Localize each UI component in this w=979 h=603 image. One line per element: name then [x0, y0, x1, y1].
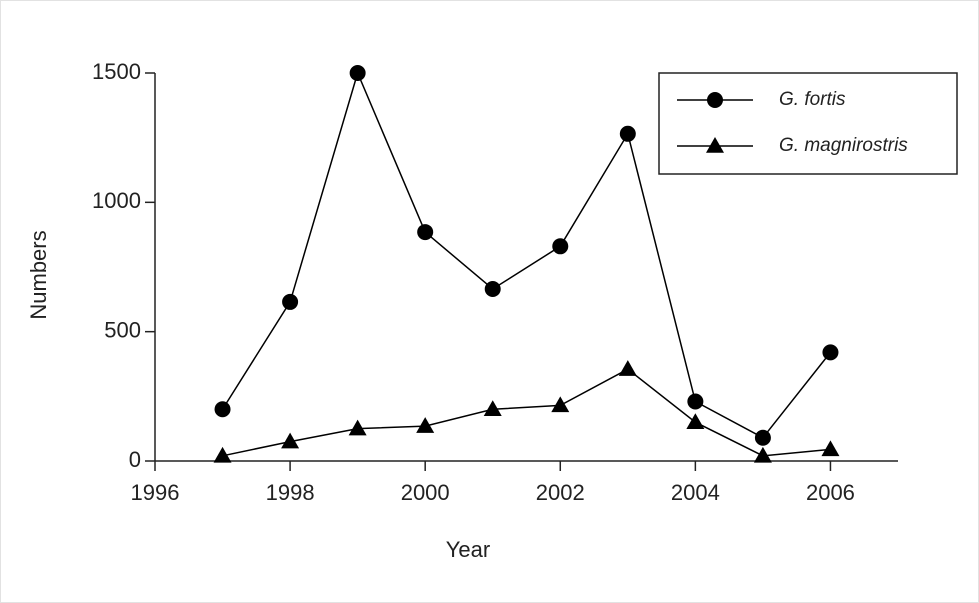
- marker-circle: [484, 280, 501, 297]
- marker-triangle: [753, 446, 772, 463]
- series-line: [221, 70, 832, 439]
- x-tick-label: 1998: [266, 480, 315, 505]
- marker-circle: [552, 238, 569, 255]
- y-tick-label: 0: [129, 447, 141, 472]
- x-tick-label: 2002: [536, 480, 585, 505]
- y-tick-label: 500: [104, 317, 141, 342]
- marker-triangle: [551, 396, 570, 413]
- x-tick-label: 1996: [131, 480, 180, 505]
- marker-triangle: [281, 432, 300, 449]
- marker-circle: [417, 224, 434, 241]
- marker-circle: [707, 92, 723, 108]
- marker-circle: [214, 401, 231, 418]
- marker-circle: [754, 429, 771, 446]
- x-tick-label: 2004: [671, 480, 720, 505]
- marker-circle: [822, 344, 839, 361]
- marker-circle: [282, 293, 299, 310]
- x-axis-label: Year: [446, 537, 490, 562]
- marker-triangle: [618, 360, 637, 376]
- marker-triangle: [483, 400, 502, 417]
- marker-triangle: [213, 446, 232, 463]
- y-tick-label: 1500: [92, 59, 141, 84]
- series-line: [222, 368, 831, 457]
- marker-circle: [687, 393, 704, 410]
- marker-triangle: [416, 417, 435, 433]
- marker-triangle: [706, 137, 724, 153]
- legend-box: [658, 72, 958, 175]
- legend-label: G. fortis: [779, 89, 846, 110]
- x-tick-label: 2000: [401, 480, 450, 505]
- legend-label: G. magnirostris: [779, 135, 908, 156]
- y-tick-label: 1000: [92, 188, 141, 213]
- marker-triangle: [686, 413, 705, 429]
- marker-triangle: [821, 440, 840, 457]
- marker-circle: [349, 65, 366, 81]
- marker-triangle: [348, 419, 367, 436]
- x-tick-label: 2006: [806, 480, 855, 505]
- y-axis-label: Numbers: [26, 230, 51, 319]
- marker-circle: [619, 125, 636, 142]
